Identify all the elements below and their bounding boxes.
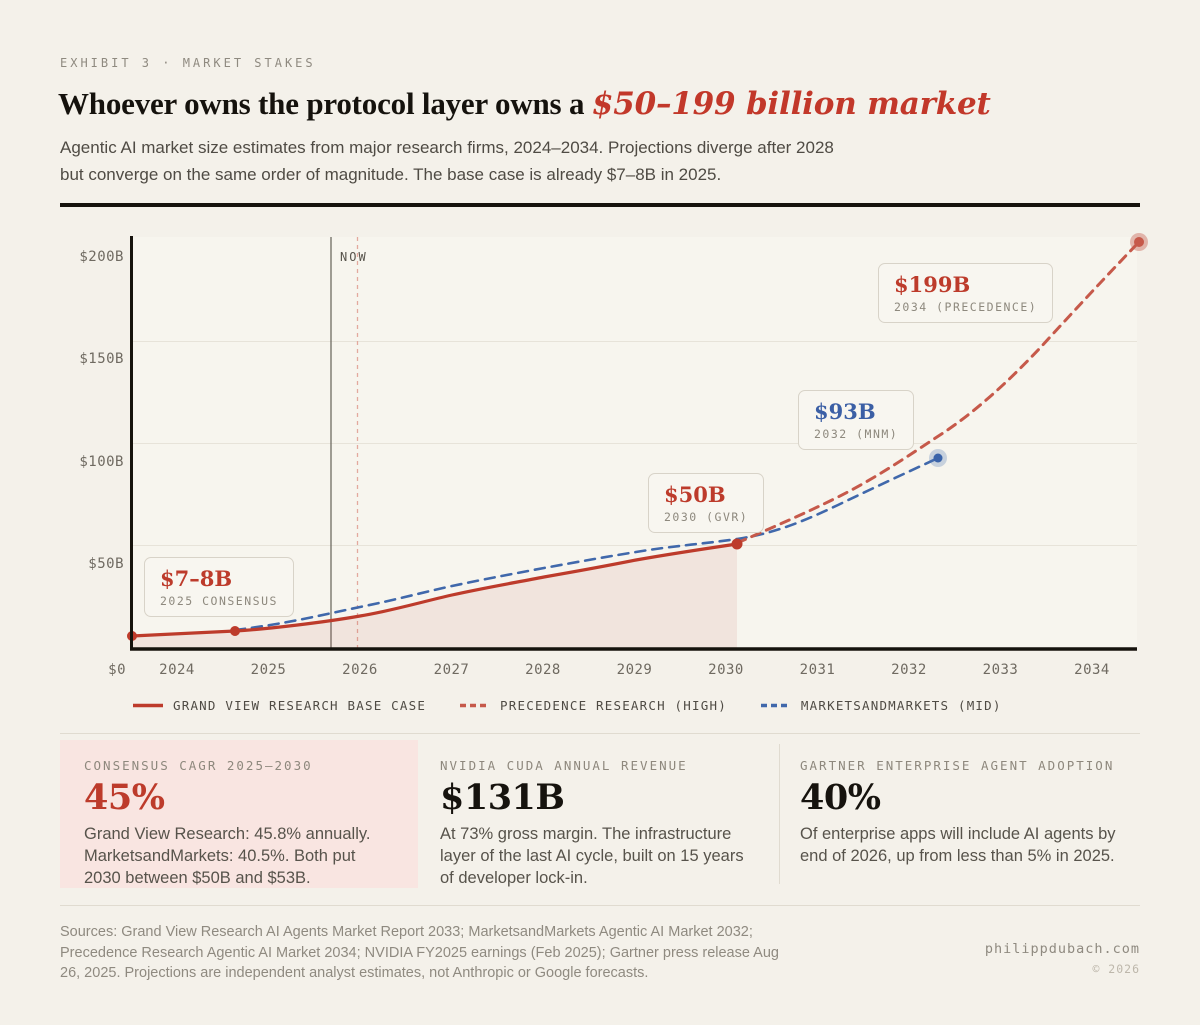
- stat-value: 40%: [800, 777, 881, 818]
- stat-card-cagr: CONSENSUS CAGR 2025–2030 45% Grand View …: [60, 740, 418, 888]
- y-tick-0: $0: [108, 662, 126, 678]
- subtitle-line-2: but converge on the same order of magnit…: [60, 165, 722, 184]
- annotation-value: $50B: [664, 482, 726, 507]
- legend-item-marketsandmarkets: MARKETSANDMARKETS (MID): [760, 698, 1002, 713]
- precedence-line: [735, 240, 1141, 545]
- annotation-2032-mnm: $93B 2032 (MNM): [798, 390, 915, 450]
- stat-value: 45%: [84, 777, 165, 818]
- x-tick-2031: 2031: [800, 662, 836, 678]
- x-tick-labels: 2024 2025 2026 2027 2028 2029 2030 2031 …: [159, 662, 1110, 678]
- y-tick-200: $200B: [79, 249, 124, 265]
- footer-credit: philippdubach.com © 2026: [985, 941, 1140, 976]
- annotation-2034-precedence: $199B 2034 (PRECEDENCE): [878, 263, 1054, 323]
- title-highlight: $50–199 billion market: [591, 86, 991, 122]
- legend-label: PRECEDENCE RESEARCH (HIGH): [500, 698, 727, 713]
- now-label: NOW: [340, 250, 368, 264]
- legend-label: MARKETSANDMARKETS (MID): [800, 698, 1002, 713]
- x-tick-2025: 2025: [251, 662, 287, 678]
- annotation-value: $199B: [894, 272, 971, 297]
- annotation-2025-consensus: $7–8B 2025 CONSENSUS: [144, 557, 294, 617]
- annotation-caption: 2030 (GVR): [664, 510, 749, 524]
- y-tick-50: $50B: [88, 556, 124, 572]
- legend-item-grand-view: GRAND VIEW RESEARCH BASE CASE: [133, 698, 426, 713]
- y-tick-150: $150B: [79, 351, 124, 367]
- annotation-2030-gvr: $50B 2030 (GVR): [648, 473, 765, 533]
- eyebrow: EXHIBIT 3 · MARKET STAKES: [60, 56, 316, 70]
- stat-label: GARTNER ENTERPRISE AGENT ADOPTION: [800, 758, 1115, 773]
- grand-view-line: [130, 542, 739, 638]
- x-tick-2030: 2030: [708, 662, 744, 678]
- copyright: © 2026: [1092, 962, 1140, 976]
- x-tick-2034: 2034: [1074, 662, 1110, 678]
- sources-line-2: Precedence Research Agentic AI Market 20…: [60, 944, 779, 961]
- cards-divider: [60, 733, 1140, 734]
- marketsandmarkets-line: [233, 456, 940, 632]
- site-link[interactable]: philippdubach.com: [984, 941, 1140, 957]
- point-2025: [230, 626, 240, 636]
- legend-item-precedence: PRECEDENCE RESEARCH (HIGH): [460, 698, 727, 713]
- stat-body: At 73% gross margin. The infrastructure …: [440, 825, 744, 887]
- y-tick-100: $100B: [79, 454, 124, 470]
- legend-label: GRAND VIEW RESEARCH BASE CASE: [173, 698, 427, 713]
- point-2030: [731, 538, 743, 550]
- sources-line-3: 26, 2025. Projections are independent an…: [60, 965, 649, 981]
- chart-legend: GRAND VIEW RESEARCH BASE CASE PRECEDENCE…: [133, 698, 1002, 713]
- stat-body: Grand View Research: 45.8% annually. Mar…: [84, 825, 371, 887]
- sources-note: Sources: Grand View Research AI Agents M…: [60, 922, 779, 984]
- x-tick-2029: 2029: [617, 662, 653, 678]
- x-tick-2033: 2033: [983, 662, 1019, 678]
- stat-body: Of enterprise apps will include AI agent…: [800, 825, 1116, 865]
- y-tick-labels: $200B $150B $100B $50B $0: [79, 249, 126, 678]
- page-title: Whoever owns the protocol layer owns a $…: [58, 86, 991, 122]
- annotation-caption: 2034 (PRECEDENCE): [894, 300, 1038, 314]
- legend-swatch-solid: [133, 703, 163, 708]
- x-tick-2024: 2024: [159, 662, 195, 678]
- data-point-markers: [127, 233, 1148, 641]
- legend-swatch-dashed: [460, 703, 491, 708]
- market-projection-chart: NOW $200B: [0, 230, 1200, 690]
- stat-card-nvidia: NVIDIA CUDA ANNUAL REVENUE $131B At 73% …: [440, 740, 755, 889]
- title-main: Whoever owns the protocol layer owns a: [58, 86, 592, 121]
- stat-card-gartner: GARTNER ENTERPRISE AGENT ADOPTION 40% Of…: [800, 740, 1145, 867]
- annotation-value: $7–8B: [160, 566, 233, 591]
- x-tick-2027: 2027: [434, 662, 470, 678]
- legend-swatch-dashed: [760, 703, 791, 708]
- annotation-value: $93B: [814, 399, 876, 424]
- card-divider: [779, 744, 780, 884]
- footer-divider: [60, 905, 1140, 906]
- subtitle-line-1: Agentic AI market size estimates from ma…: [60, 138, 834, 157]
- x-tick-2028: 2028: [525, 662, 561, 678]
- sources-line-1: Sources: Grand View Research AI Agents M…: [60, 924, 753, 940]
- stat-value: $131B: [440, 777, 565, 818]
- x-tick-2032: 2032: [891, 662, 927, 678]
- stat-cards: CONSENSUS CAGR 2025–2030 45% Grand View …: [0, 740, 1200, 890]
- gridlines: [131, 341, 1137, 546]
- stat-label: NVIDIA CUDA ANNUAL REVENUE: [440, 758, 688, 773]
- point-2034: [1134, 237, 1144, 247]
- stat-label: CONSENSUS CAGR 2025–2030: [84, 758, 313, 773]
- x-tick-2026: 2026: [342, 662, 378, 678]
- point-2032: [933, 453, 943, 463]
- header-rule: [60, 203, 1140, 207]
- annotation-caption: 2032 (MNM): [814, 427, 899, 441]
- subtitle: Agentic AI market size estimates from ma…: [60, 134, 834, 188]
- annotation-caption: 2025 CONSENSUS: [160, 594, 278, 608]
